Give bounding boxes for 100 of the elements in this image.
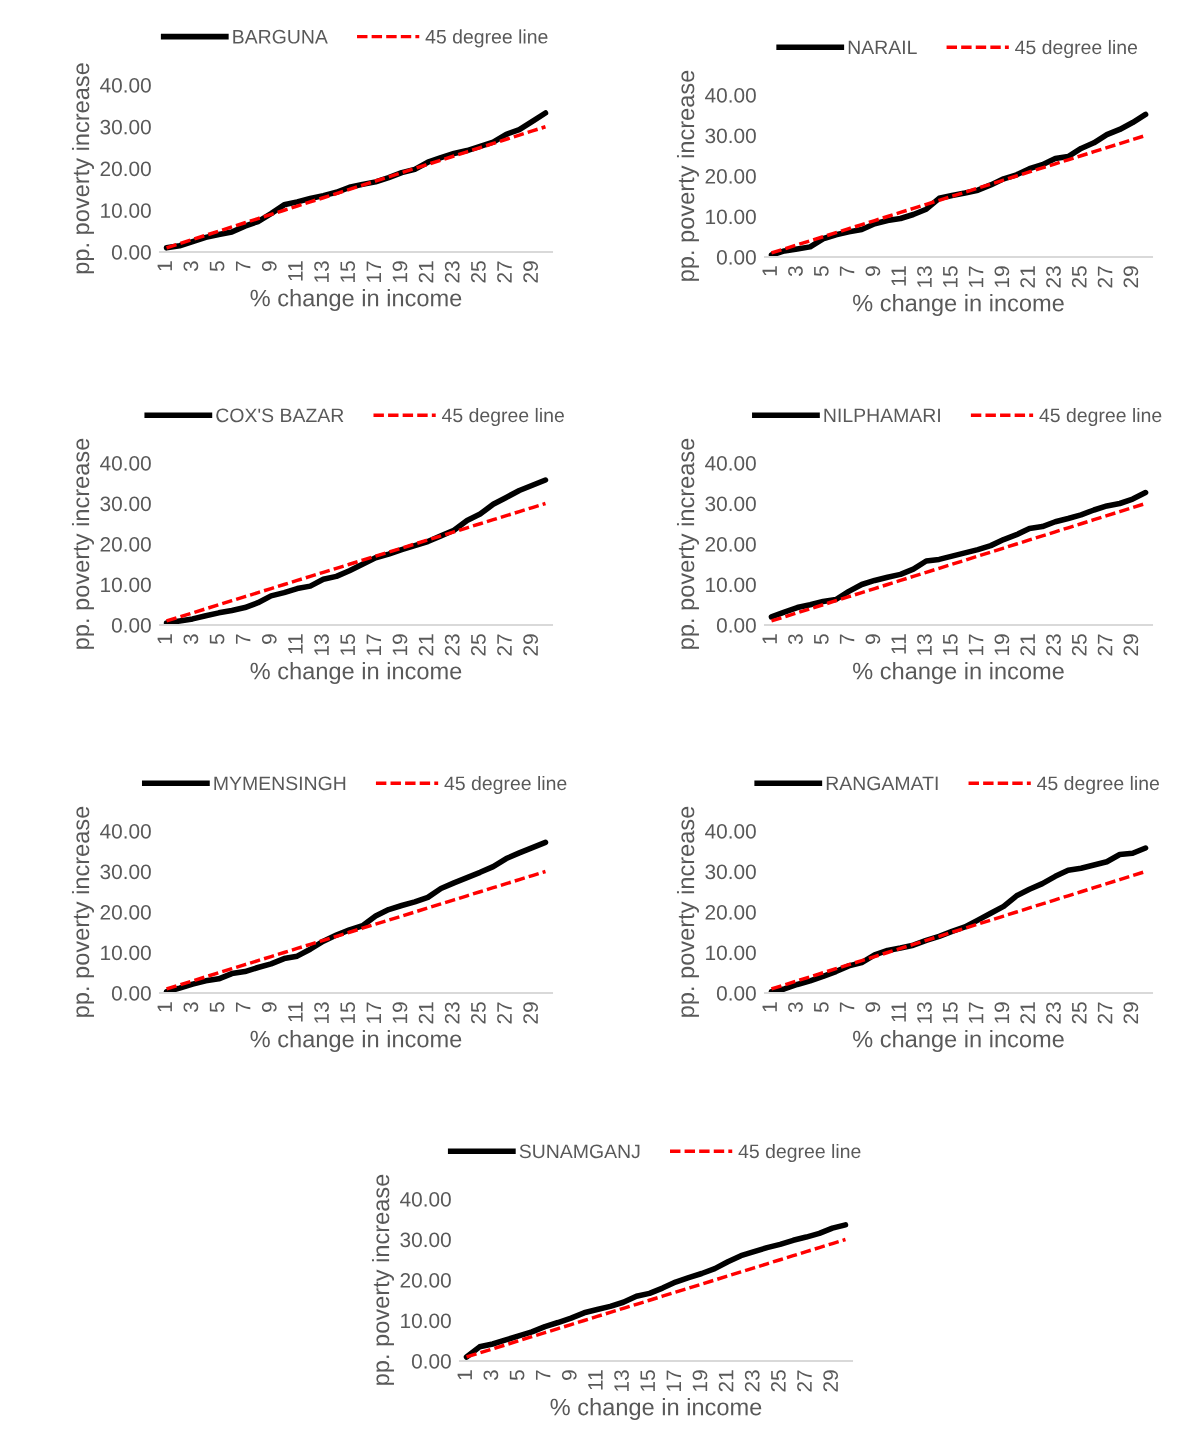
x-tick-label: 27 [797,1370,812,1392]
x-tick-label: 27 [1097,1002,1113,1024]
x-tick-label: 11 [288,634,303,654]
x-tick-label: 11 [288,261,303,281]
x-tick-label: 11 [288,1002,303,1022]
x-tick-label: 15 [943,266,958,287]
y-tick-label: 40.00 [705,88,756,103]
x-tick-label: 25 [470,634,486,656]
y-tick-label: 40.00 [100,456,151,471]
x-tick-label: 9 [261,1002,277,1012]
x-tick-label: 3 [183,1002,199,1013]
x-tick-label: 13 [917,266,932,287]
x-tick-label: 9 [865,1002,881,1012]
x-tick-label: 17 [968,266,984,287]
x-tick-label: 13 [314,634,329,655]
y-axis-title: pp. poverty increase [371,1174,394,1385]
legend-label: MYMENSINGH [214,776,346,791]
line-series [164,869,548,991]
x-tick-label: 1 [762,1002,777,1012]
x-tick-label: 3 [183,261,199,272]
x-tick-label: 3 [483,1370,499,1381]
x-tick-label: 13 [917,634,932,655]
y-tick-label: 0.00 [716,618,756,633]
y-axis-title: pp. poverty increase [71,63,94,274]
x-tick-label: 7 [235,261,251,271]
x-tick-label: 5 [509,1370,525,1381]
x-tick-label: 27 [1097,634,1113,656]
y-tick-label: 10.00 [706,209,756,225]
legend-label: NARAIL [848,40,917,55]
x-tick-label: 21 [718,1370,734,1392]
x-tick-label: 19 [392,634,408,655]
x-tick-label: 3 [788,266,803,277]
y-tick-label: 30.00 [100,864,151,880]
legend-label: 45 degree line [1015,39,1138,59]
y-tick-label: 30.00 [100,496,151,512]
x-tick-label: 29 [1123,266,1139,288]
x-tick-label: 19 [994,1002,1010,1023]
y-tick-label: 40.00 [705,824,756,839]
y-tick-label: 0.00 [111,618,151,633]
x-tick-label: 9 [261,261,277,271]
x-tick-label: 27 [1097,266,1113,288]
x-tick-label: 3 [788,1002,803,1013]
x-tick-label: 15 [640,1370,656,1391]
y-axis-title: pp. poverty increase [71,438,94,649]
x-tick-label: 13 [314,261,329,282]
y-tick-label: 0.00 [716,250,756,265]
legend-label: 45 degree line [738,1143,861,1163]
x-axis-title: % change in income [250,662,462,685]
y-axis-title: pp. poverty increase [676,70,699,281]
x-tick-label: 9 [561,1370,577,1380]
x-tick-label: 21 [1020,1002,1035,1024]
y-axis-title: pp. poverty increase [676,806,699,1017]
x-axis-title: % change in income [250,289,462,312]
x-tick-label: 9 [261,634,277,644]
x-tick-label: 25 [770,1370,786,1392]
legend-label: SUNAMGANJ [519,1144,640,1159]
x-tick-label: 21 [418,1002,434,1024]
x-tick-label: 25 [470,1002,486,1024]
y-tick-label: 30.00 [705,128,756,144]
x-tick-label: 15 [943,634,958,655]
x-tick-label: 15 [340,261,356,282]
x-tick-label: 25 [470,261,486,283]
line-series [164,501,548,623]
x-tick-label: 15 [340,1002,356,1023]
x-tick-label: 27 [497,261,512,283]
x-tick-label: 1 [762,634,777,644]
y-tick-label: 0.00 [716,986,756,1001]
x-tick-label: 1 [762,266,777,276]
y-tick-label: 20.00 [100,537,151,552]
x-tick-label: 23 [444,634,460,656]
y-tick-label: 40.00 [100,824,151,839]
x-tick-label: 17 [968,634,984,655]
x-tick-label: 7 [839,1002,855,1012]
x-tick-label: 25 [1071,1002,1087,1024]
x-tick-label: 21 [418,634,434,656]
x-tick-label: 19 [994,634,1010,655]
x-tick-label: 11 [891,634,906,654]
x-tick-label: 25 [1071,634,1087,656]
legend-label: RANGAMATI [826,776,938,791]
legend-label: 45 degree line [1039,407,1162,427]
x-tick-label: 23 [744,1370,760,1392]
y-tick-label: 20.00 [400,1273,451,1288]
y-tick-label: 20.00 [100,161,151,177]
legend-label: 45 degree line [1037,775,1159,795]
legend-label: BARGUNA [233,29,328,44]
x-tick-label: 7 [839,266,855,276]
y-tick-label: 0.00 [111,986,151,1001]
x-tick-label: 9 [865,266,881,276]
x-tick-label: 1 [457,1370,472,1380]
y-axis-title: pp. poverty increase [71,806,94,1017]
x-tick-label: 17 [366,634,381,655]
y-tick-label: 10.00 [101,945,151,961]
x-tick-label: 17 [666,1370,681,1391]
x-tick-label: 15 [943,1002,958,1023]
x-tick-label: 29 [1123,1002,1139,1024]
y-tick-label: 10.00 [706,945,756,961]
x-axis-title: % change in income [853,662,1064,685]
y-tick-label: 10.00 [401,1313,451,1329]
x-tick-label: 19 [692,1370,708,1391]
x-axis-title: % change in income [550,1398,762,1421]
